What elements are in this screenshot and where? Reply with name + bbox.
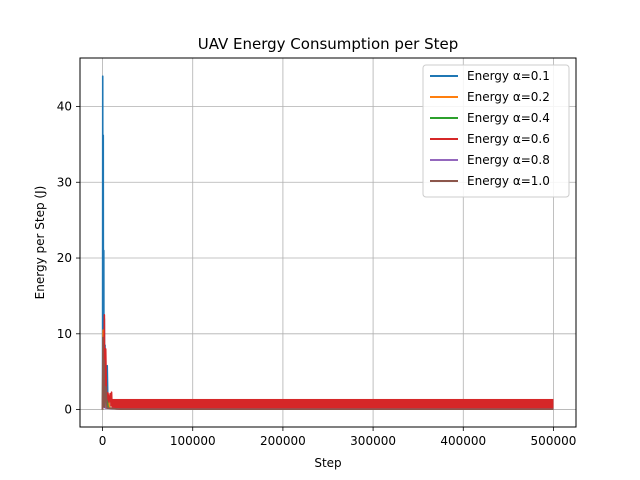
x-axis-ticks: 0 100000 200000 300000 400000 500000 xyxy=(99,427,577,448)
y-tick-label: 30 xyxy=(57,175,72,189)
legend-entry: Energy α=0.8 xyxy=(467,153,550,167)
x-tick-label: 200000 xyxy=(260,434,306,448)
y-tick-label: 40 xyxy=(57,99,72,113)
y-axis-ticks: 0 10 20 30 40 xyxy=(57,99,80,417)
chart-title: UAV Energy Consumption per Step xyxy=(198,35,459,53)
legend-entry: Energy α=1.0 xyxy=(467,174,550,188)
series-layer xyxy=(101,75,554,410)
plot-frame xyxy=(79,57,577,428)
legend-entry: Energy α=0.4 xyxy=(467,111,550,125)
y-tick-label: 20 xyxy=(57,251,72,265)
series-band xyxy=(111,398,554,409)
x-tick-label: 300000 xyxy=(350,434,396,448)
x-tick-label: 400000 xyxy=(440,434,486,448)
series-6 xyxy=(101,336,554,410)
x-axis-label: Step xyxy=(314,456,341,470)
x-tick-label: 500000 xyxy=(531,434,577,448)
x-tick-label: 0 xyxy=(99,434,107,448)
legend-entry: Energy α=0.6 xyxy=(467,132,550,146)
y-tick-label: 0 xyxy=(64,403,72,417)
y-tick-label: 10 xyxy=(57,327,72,341)
legend-entry: Energy α=0.1 xyxy=(467,69,550,83)
x-tick-label: 100000 xyxy=(170,434,216,448)
legend: Energy α=0.1 Energy α=0.2 Energy α=0.4 Ener… xyxy=(422,64,570,198)
legend-entry: Energy α=0.2 xyxy=(467,90,550,104)
y-axis-label: Energy per Step (J) xyxy=(33,186,47,300)
series-line xyxy=(101,336,554,410)
legend-box xyxy=(422,64,570,198)
